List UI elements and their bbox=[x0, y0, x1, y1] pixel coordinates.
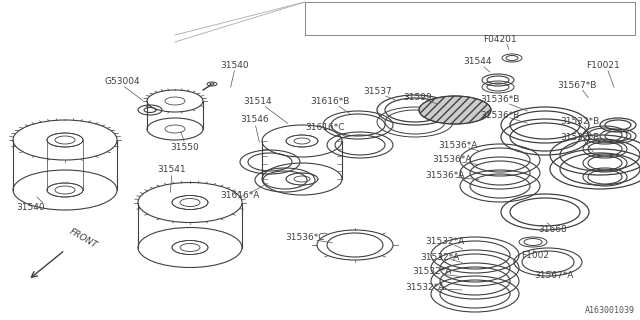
Text: F10021: F10021 bbox=[586, 60, 620, 69]
Text: 31616*C: 31616*C bbox=[305, 123, 345, 132]
Text: 31536*A: 31536*A bbox=[426, 171, 465, 180]
Text: 31536*B: 31536*B bbox=[480, 95, 520, 105]
Text: 31532*A: 31532*A bbox=[426, 237, 465, 246]
Text: 31532*B: 31532*B bbox=[561, 117, 600, 126]
Text: 31532*A: 31532*A bbox=[405, 283, 445, 292]
Text: 31567*B: 31567*B bbox=[557, 81, 596, 90]
Text: 31668: 31668 bbox=[539, 226, 568, 235]
Text: 31532*B: 31532*B bbox=[561, 132, 600, 141]
Text: FRONT: FRONT bbox=[68, 227, 99, 250]
Text: 31541: 31541 bbox=[157, 165, 186, 174]
Text: 31536*B: 31536*B bbox=[480, 110, 520, 119]
Text: 31540: 31540 bbox=[17, 203, 45, 212]
Text: G53004: G53004 bbox=[104, 77, 140, 86]
Ellipse shape bbox=[419, 96, 491, 124]
Text: 31599: 31599 bbox=[404, 92, 433, 101]
Text: 31537: 31537 bbox=[364, 87, 392, 97]
Text: 31616*A: 31616*A bbox=[220, 190, 260, 199]
Text: 31536*A: 31536*A bbox=[432, 156, 472, 164]
Text: 31546: 31546 bbox=[241, 116, 269, 124]
Text: 31536*A: 31536*A bbox=[438, 140, 477, 149]
Text: 31532*A: 31532*A bbox=[412, 268, 452, 276]
Text: 31536*C: 31536*C bbox=[285, 234, 324, 243]
Text: F1002: F1002 bbox=[521, 252, 549, 260]
Text: F04201: F04201 bbox=[483, 35, 517, 44]
Text: 31616*B: 31616*B bbox=[310, 98, 349, 107]
Text: 31540: 31540 bbox=[221, 60, 250, 69]
Text: 31567*A: 31567*A bbox=[534, 271, 573, 281]
Text: 31544: 31544 bbox=[464, 58, 492, 67]
Text: 31550: 31550 bbox=[171, 142, 200, 151]
Text: 31514: 31514 bbox=[244, 98, 272, 107]
Text: 31532*A: 31532*A bbox=[420, 252, 460, 261]
Text: A163001039: A163001039 bbox=[585, 306, 635, 315]
